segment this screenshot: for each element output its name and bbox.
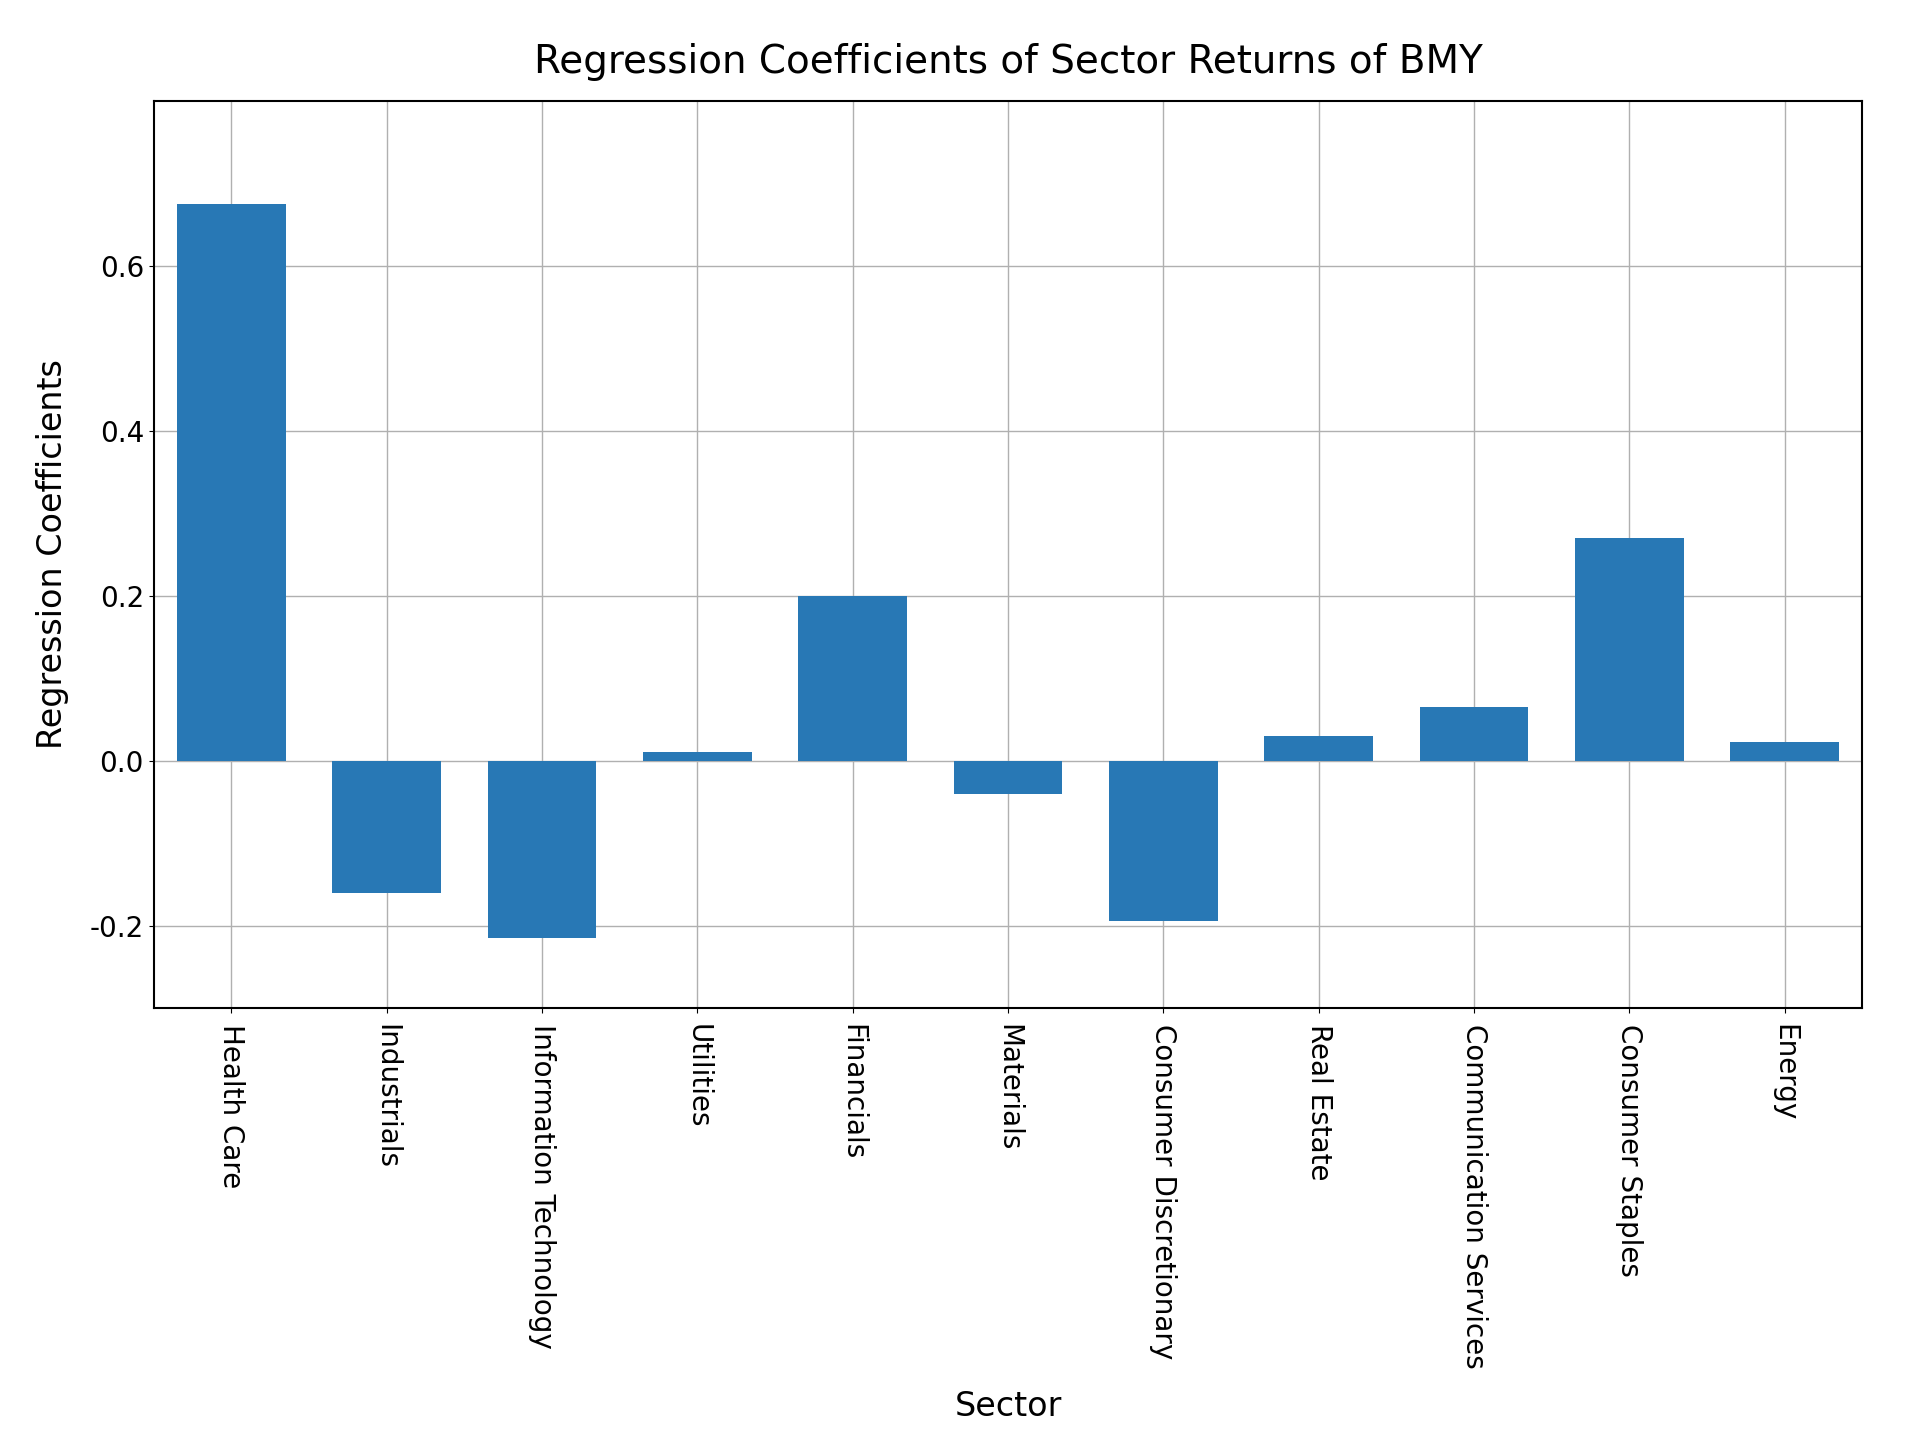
Bar xyxy=(643,752,751,760)
Bar xyxy=(954,760,1062,793)
Title: Regression Coefficients of Sector Returns of BMY: Regression Coefficients of Sector Return… xyxy=(534,43,1482,81)
Bar xyxy=(1730,743,1839,760)
X-axis label: Sector: Sector xyxy=(954,1390,1062,1423)
Bar xyxy=(488,760,597,937)
Bar xyxy=(332,760,442,893)
Y-axis label: Regression Coefficients: Regression Coefficients xyxy=(36,360,69,749)
Bar xyxy=(1263,736,1373,760)
Bar xyxy=(1110,760,1217,922)
Bar xyxy=(177,204,286,760)
Bar xyxy=(1419,707,1528,760)
Bar xyxy=(799,596,906,760)
Bar xyxy=(1574,539,1684,760)
